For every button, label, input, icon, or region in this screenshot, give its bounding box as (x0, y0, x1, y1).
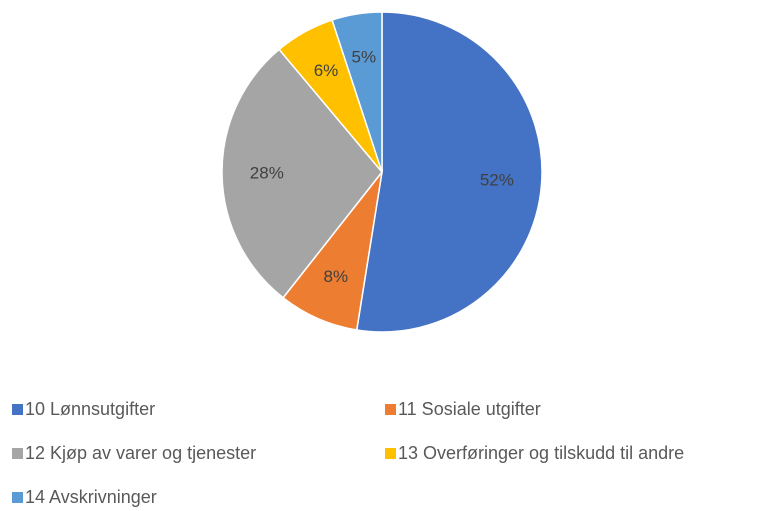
legend-swatch (12, 448, 23, 459)
data-label: 52% (480, 171, 514, 190)
data-label: 6% (314, 61, 339, 80)
data-label: 8% (324, 267, 349, 286)
pie-slice (331, 11, 383, 173)
legend-label: 14 Avskrivninger (25, 487, 157, 507)
legend-swatch (385, 448, 396, 459)
legend-swatch (12, 492, 23, 503)
data-label: 5% (352, 48, 377, 67)
legend-swatch (12, 404, 23, 415)
legend-label: 13 Overføringer og tilskudd til andre (398, 443, 684, 463)
legend-label: 11 Sosiale utgifter (398, 399, 541, 419)
pie-slice (355, 11, 543, 333)
pie-slice (221, 48, 383, 299)
legend-label: 12 Kjøp av varer og tjenester (25, 443, 256, 463)
legend-label: 10 Lønnsutgifter (25, 399, 155, 419)
data-label: 28% (250, 163, 284, 182)
legend-swatch (385, 404, 396, 415)
